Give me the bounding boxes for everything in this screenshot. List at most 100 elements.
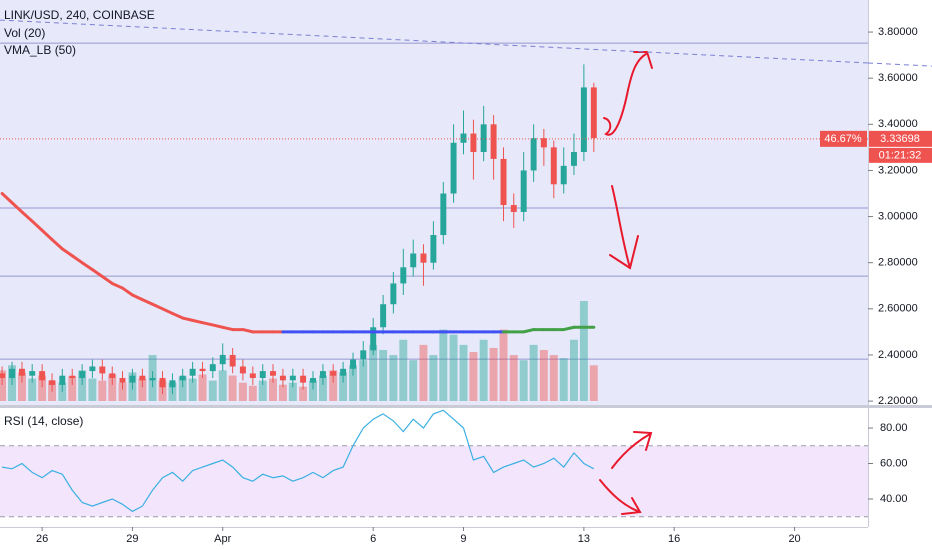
candle-body [420, 253, 427, 263]
vma-label: VMA_LB (50) [4, 43, 76, 57]
y-tick-label: 80.00 [880, 422, 908, 434]
volume-bar [439, 329, 448, 401]
y-tick-label: 2.20000 [878, 395, 918, 407]
volume-bar [88, 378, 97, 401]
candle-body [540, 138, 547, 148]
volume-bar [329, 370, 338, 401]
candle-body [560, 165, 567, 185]
vma-segment [120, 286, 134, 297]
x-tick-label: 13 [578, 533, 590, 545]
y-tick-label: 3.40000 [878, 118, 918, 130]
candle-body [209, 364, 216, 372]
volume-bar [419, 344, 428, 401]
volume-bar [228, 375, 237, 401]
change-label-box [820, 130, 867, 147]
candle-body [480, 124, 487, 152]
volume-bar [309, 380, 317, 401]
y-tick-label: 2.40000 [878, 349, 918, 361]
volume-bar [429, 355, 438, 401]
candle-body [18, 368, 25, 376]
candle-body [69, 375, 76, 379]
vma-segment [241, 328, 255, 334]
volume-bar [98, 380, 107, 401]
candle-body [229, 354, 236, 367]
candle-body [59, 375, 66, 385]
arrowhead [633, 431, 653, 451]
vma-segment [151, 302, 165, 311]
volume-bar [0, 370, 7, 401]
vma-segment [211, 323, 225, 329]
candle-body [460, 133, 467, 143]
vma-segment [181, 316, 195, 322]
volume-bar [188, 378, 197, 401]
vma-segment [161, 307, 174, 315]
candle-body [430, 235, 437, 263]
volume-bar [238, 382, 247, 401]
candle-body [380, 304, 387, 328]
price-label-box [869, 130, 932, 147]
candle-body [450, 142, 457, 194]
candle-body [570, 151, 577, 166]
volume-bar [409, 360, 418, 401]
x-tick-label: 16 [668, 533, 680, 545]
volume-bar [68, 376, 77, 401]
volume-bar [178, 376, 187, 401]
volume-bar [28, 378, 37, 401]
volume-bar [519, 360, 528, 401]
chart-title: LINK/USD, 240, COINBASE [4, 8, 155, 22]
volume-bar [369, 344, 378, 401]
x-tick-label: 6 [370, 533, 376, 545]
volume-bar [589, 365, 598, 401]
candle-body [550, 147, 557, 185]
candle-body [119, 378, 126, 383]
candle-body [590, 87, 597, 139]
volume-bar [509, 355, 518, 401]
vma-segment [100, 275, 114, 285]
trend-line-extension [867, 62, 932, 67]
volume-bar [38, 375, 47, 401]
candle-body [440, 193, 447, 236]
candle-body [249, 373, 256, 379]
main-pane [0, 0, 868, 405]
volume-bar [269, 378, 277, 401]
candle-body [289, 375, 296, 381]
candle-body [0, 373, 6, 379]
y-tick-label: 3.20000 [878, 164, 918, 176]
candle-body [330, 371, 337, 376]
volume-bar [559, 358, 568, 401]
candle-body [169, 380, 176, 388]
vma-segment [170, 311, 185, 320]
arrowhead [609, 235, 639, 270]
candle-body [270, 371, 276, 376]
rsi-arrow-up [611, 433, 651, 469]
rsi-layer [1, 409, 595, 513]
candle-body [29, 371, 36, 376]
candle-body [89, 366, 96, 372]
candle-body [410, 253, 417, 268]
vma-segment [201, 321, 215, 327]
volume-bar [248, 385, 257, 401]
volume-bar [539, 349, 548, 401]
y-tick-label: 60.00 [880, 457, 908, 469]
candle-body [319, 371, 326, 379]
volume-bar [579, 301, 588, 401]
candle-body [129, 375, 136, 383]
candle-body [360, 350, 367, 360]
volume-bar [339, 372, 348, 401]
vma-segment [221, 325, 235, 332]
volume-bar [78, 370, 87, 401]
volume-bar [288, 382, 297, 401]
volume-bar [549, 355, 558, 401]
candle-body [99, 366, 106, 374]
volume-bar [359, 360, 368, 401]
candle-body [310, 378, 316, 383]
rsi-arrow-down [599, 479, 641, 513]
candle-body [370, 327, 377, 351]
countdown-label: 01:21:32 [879, 149, 922, 161]
vma-segment [20, 210, 34, 223]
candle-body [189, 368, 196, 376]
x-tick-label: 26 [36, 533, 48, 545]
candle-body [390, 283, 397, 305]
trend-line [0, 19, 869, 64]
volume-bar [489, 347, 498, 401]
